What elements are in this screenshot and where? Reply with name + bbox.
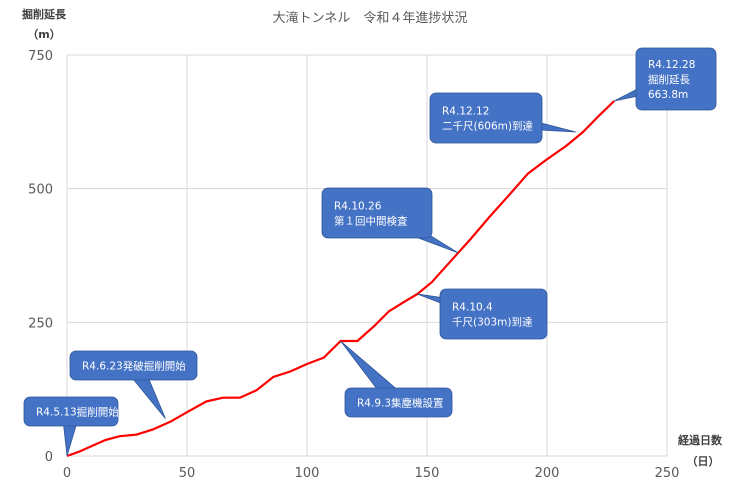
x-tick-label: 200 [535, 466, 560, 481]
callout-label: R4.6.23発破掘削開始 [82, 360, 186, 373]
callout-box [635, 47, 717, 111]
callout: R4.12.28 掘削延長 663.8m [614, 47, 717, 111]
gridlines [66, 54, 668, 457]
callout-label: R4.10.4 [452, 302, 493, 314]
callout-label: 掘削延長 [648, 73, 690, 86]
x-axis-unit: （日） [687, 455, 720, 468]
y-tick-label: 0 [45, 450, 53, 465]
callout: R4.10.26 第１回中間検査 [321, 187, 459, 254]
callout: R4.10.4 千尺(303m)到達 [417, 288, 548, 340]
y-tick-label: 750 [28, 49, 53, 64]
x-tick-label: 150 [415, 466, 440, 481]
callout-label: 千尺(303m)到達 [452, 317, 533, 329]
chart-title: 大滝トンネル 令和４年進捗状況 [273, 11, 468, 26]
callout-label: R4.9.3集塵機設置 [357, 397, 444, 410]
callout-label: 663.8m [648, 89, 688, 101]
callout: R4.9.3集塵機設置 [340, 340, 453, 418]
y-tick-label: 500 [28, 183, 53, 198]
x-tick-label: 50 [179, 466, 196, 481]
callout-box [344, 387, 453, 418]
callout: R4.6.23発破掘削開始 [69, 350, 198, 419]
callout-box [439, 288, 548, 340]
callout: R4.12.12 二千尺(606m)到達 [429, 92, 576, 144]
callout-label: R4.10.26 [334, 201, 382, 213]
callout-box [23, 396, 119, 427]
y-axis-unit: （m） [27, 28, 60, 41]
callout-box [429, 92, 543, 144]
callout-label: R4.12.28 [648, 59, 695, 71]
x-axis-title: 経過日数 [678, 433, 723, 447]
callout-label: R4.12.12 [442, 106, 489, 118]
callout-box [321, 187, 433, 239]
y-tick-label: 250 [28, 316, 53, 331]
x-tick-label: 250 [655, 466, 680, 481]
annotations: R4.5.13掘削開始 R4.6.23発破掘削開始 R4.9.3集塵機設置 R4.10… [23, 47, 717, 457]
series-line [66, 100, 615, 458]
tick-labels: 0 250 500 750 0 50 100 150 200 250 [28, 49, 679, 481]
callout-label: 第１回中間検査 [334, 215, 408, 228]
x-tick-label: 100 [295, 466, 320, 481]
callout-box [69, 350, 198, 381]
callout-label: R4.5.13掘削開始 [36, 406, 119, 419]
y-axis-title: 掘削延長 [22, 7, 67, 21]
series-layer [66, 100, 615, 458]
callout-label: 二千尺(606m)到達 [442, 121, 533, 133]
callout: R4.5.13掘削開始 [23, 396, 119, 457]
x-tick-label: 0 [63, 466, 71, 481]
